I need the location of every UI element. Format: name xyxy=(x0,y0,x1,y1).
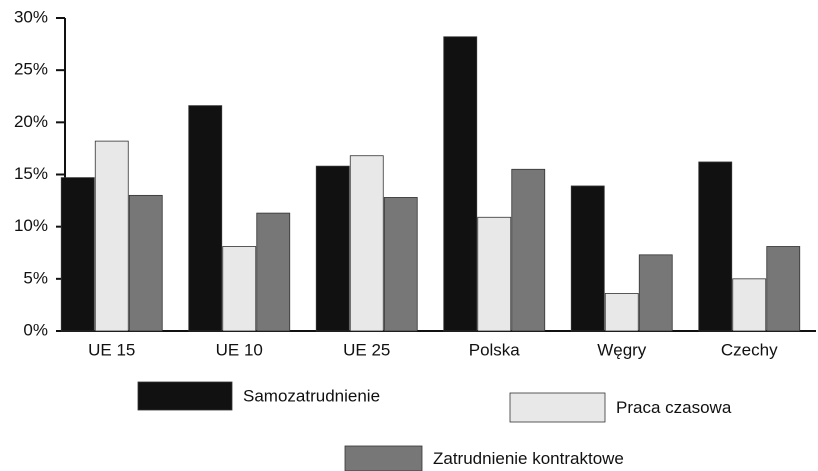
bar xyxy=(766,246,801,332)
y-tick-label: 10% xyxy=(14,216,48,235)
bar xyxy=(60,177,95,332)
bar xyxy=(256,212,291,332)
bar xyxy=(570,185,605,332)
legend-label: Samozatrudnienie xyxy=(243,386,380,405)
bar xyxy=(315,165,350,332)
y-tick-label: 15% xyxy=(14,164,48,183)
bar xyxy=(604,293,639,332)
x-tick-label: UE 25 xyxy=(343,340,390,359)
bar xyxy=(443,36,478,332)
x-tick-label: UE 15 xyxy=(88,340,135,359)
bar xyxy=(698,161,733,332)
y-tick-label: 25% xyxy=(14,60,48,79)
bar xyxy=(349,155,384,332)
x-tick-label: UE 10 xyxy=(216,340,263,359)
legend-label: Zatrudnienie kontraktowe xyxy=(433,449,624,468)
bar xyxy=(128,194,163,332)
x-tick-label: Czechy xyxy=(721,340,778,359)
y-tick-label: 20% xyxy=(14,112,48,131)
legend-label: Praca czasowa xyxy=(616,398,732,417)
bar xyxy=(511,168,546,332)
bar xyxy=(732,278,767,332)
y-tick-label: 0% xyxy=(23,320,48,339)
bar xyxy=(383,197,418,332)
bar xyxy=(94,140,129,332)
x-tick-label: Polska xyxy=(469,340,521,359)
bar xyxy=(222,246,257,332)
bar xyxy=(188,105,223,332)
y-tick-label: 30% xyxy=(14,7,48,26)
legend-swatch xyxy=(509,392,606,423)
bar xyxy=(477,216,512,332)
legend-swatch xyxy=(137,381,233,411)
x-tick-label: Węgry xyxy=(597,340,647,359)
bar xyxy=(638,254,673,332)
y-tick-label: 5% xyxy=(23,268,48,287)
legend-swatch xyxy=(344,445,423,471)
